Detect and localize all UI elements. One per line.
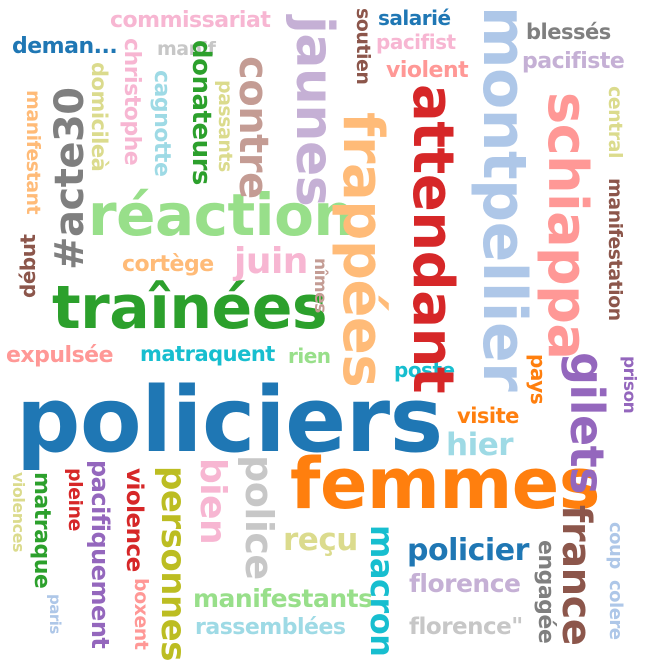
word-policiers: policiers [16,368,443,473]
word-montpellier: montpellier [469,6,539,392]
word-debut: début [16,234,40,299]
word-policier: policier [407,533,529,568]
word-pacifiquement: pacifiquement [86,460,114,649]
word-manifestation: manifestation [604,178,626,321]
word-florence: florence [409,569,521,598]
word-christophe: christophe [119,38,144,166]
word-boxent: boxent [130,578,152,650]
word-rassemblees: rassemblées [195,615,346,640]
word-police: police [237,455,281,580]
word-passants: passants [214,80,236,172]
word-macron: macron [363,525,401,657]
word-coup: coup [605,522,626,569]
word-pacifist: pacifist [376,30,456,54]
word-contre: contre [230,56,276,199]
word-commissariat: commissariat [110,8,271,33]
word-cortege: cortège [122,252,214,277]
word-matraquent: matraquent [140,342,275,366]
word-visite: visite [457,404,519,428]
word-pays: pays [526,354,550,405]
word-personnes: personnes [153,466,193,661]
word-salarie: salarié [378,6,451,30]
word-gilets: gilets [560,352,614,495]
word-donateurs: donateurs [186,40,216,185]
word-france: france [553,505,599,646]
word-deman: deman... [12,34,118,59]
word-hier: hier [446,427,514,463]
word-violences: violences [9,472,28,552]
word-pleine: pleine [64,468,86,531]
word-trainees: traînées [52,273,328,343]
word-rien: rien [288,344,331,368]
word-poste: poste [394,358,455,382]
word-engagee: engagée [533,540,558,644]
word-bien: bien [192,458,233,545]
word-soutien: soutien [352,8,374,85]
word-manifestant: manifestant [22,90,44,215]
word-attendant: attendant [400,84,465,394]
word-schiappa: schiappa [536,92,599,360]
word-matraque: matraque [29,472,54,589]
word-expulsee: expulsée [6,343,114,368]
word-juin: juin [234,241,308,282]
word-blesses: blessés [526,20,611,44]
word-colere: colere [605,580,626,640]
word-femmes: femmes [290,443,600,525]
word-recu: reçu [283,522,358,558]
word-paris: paris [46,594,64,634]
word-manif: manif [157,38,216,60]
word-central: central [604,86,626,158]
word-reaction: réaction [88,181,355,249]
word-prison: prison [619,356,639,414]
word-florence-q: florence" [409,614,523,640]
word-nimes: nîmes [310,258,330,313]
word-pacifiste: pacifiste [522,49,625,74]
word-cagnotte: cagnotte [149,70,174,177]
word-manifestants: manifestants [193,584,373,613]
word-violence: violence [121,468,147,572]
word-acte30: #acte30 [47,87,93,270]
word-jaunes: jaunes [284,16,344,207]
word-violent: violent [386,58,469,83]
